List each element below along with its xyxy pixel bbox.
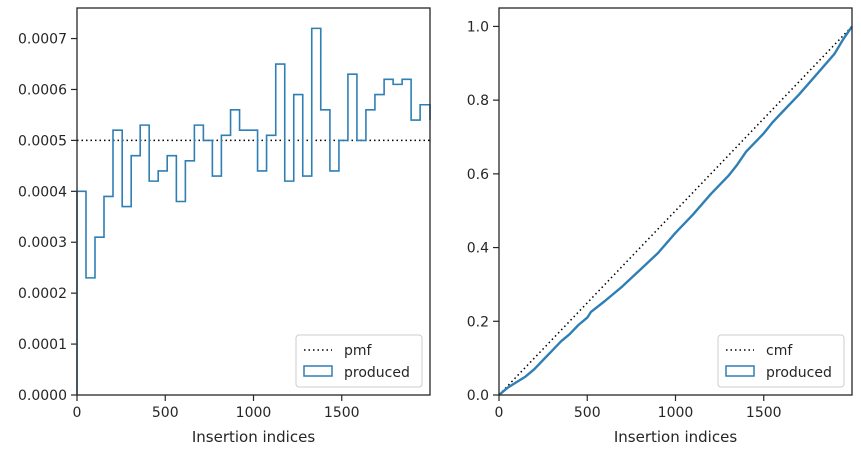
left-chart: 0 500 1000 1500 0.0000 0.0001 0.0002 0.0003 0.00… <box>18 7 431 446</box>
y-tick-label: 0.0005 <box>18 133 67 149</box>
right-chart-ticks: 0 500 1000 1500 0.0 0.2 0.4 0.6 0.8 1.0 <box>467 19 782 421</box>
y-tick-label: 0.0002 <box>18 286 67 302</box>
right-chart-x-axis-label: Insertion indices <box>614 428 737 446</box>
legend-box <box>295 334 423 388</box>
left-chart-legend: pmf produced <box>295 334 423 388</box>
legend-cmf-label: cmf <box>766 343 793 359</box>
right-chart-frame <box>498 7 853 396</box>
left-chart-plot-area <box>76 27 431 395</box>
y-tick-label: 0.6 <box>467 167 489 183</box>
legend-produced-swatch <box>725 365 755 377</box>
y-tick-label: 0.0003 <box>18 235 67 251</box>
y-tick-label: 1.0 <box>467 19 489 35</box>
x-tick-label: 500 <box>574 405 601 421</box>
x-tick-label: 0 <box>73 405 82 421</box>
y-tick-label: 0.0007 <box>18 32 67 48</box>
left-chart-ticks: 0 500 1000 1500 0.0000 0.0001 0.0002 0.0003 0.00… <box>18 32 360 421</box>
legend-produced-swatch <box>303 365 333 377</box>
x-tick-label: 1000 <box>658 405 694 421</box>
x-tick-label: 1500 <box>324 405 360 421</box>
y-tick-label: 0.0004 <box>18 184 67 200</box>
y-tick-label: 0.0000 <box>18 388 67 404</box>
y-tick-label: 0.0001 <box>18 337 67 353</box>
y-tick-label: 0.4 <box>467 241 489 257</box>
x-tick-label: 1500 <box>746 405 782 421</box>
produced-cumulative-line <box>498 25 853 396</box>
legend-produced-label: produced <box>344 365 410 381</box>
left-chart-frame <box>76 7 431 396</box>
legend-produced-label: produced <box>766 365 832 381</box>
right-chart-legend: cmf produced <box>717 334 845 388</box>
right-chart: 0 500 1000 1500 0.0 0.2 0.4 0.6 0.8 1.0 Insertion… <box>467 7 853 446</box>
left-chart-x-axis-label: Insertion indices <box>192 428 315 446</box>
produced-histogram-step <box>76 27 431 395</box>
x-tick-label: 500 <box>152 405 179 421</box>
x-tick-label: 1000 <box>236 405 272 421</box>
y-tick-label: 0.8 <box>467 93 489 109</box>
legend-pmf-label: pmf <box>344 343 373 359</box>
y-tick-label: 0.0 <box>467 388 489 404</box>
x-tick-label: 0 <box>495 405 504 421</box>
right-chart-plot-area <box>498 25 853 396</box>
legend-box <box>717 334 845 388</box>
y-tick-label: 0.0006 <box>18 82 67 98</box>
y-tick-label: 0.2 <box>467 314 489 330</box>
